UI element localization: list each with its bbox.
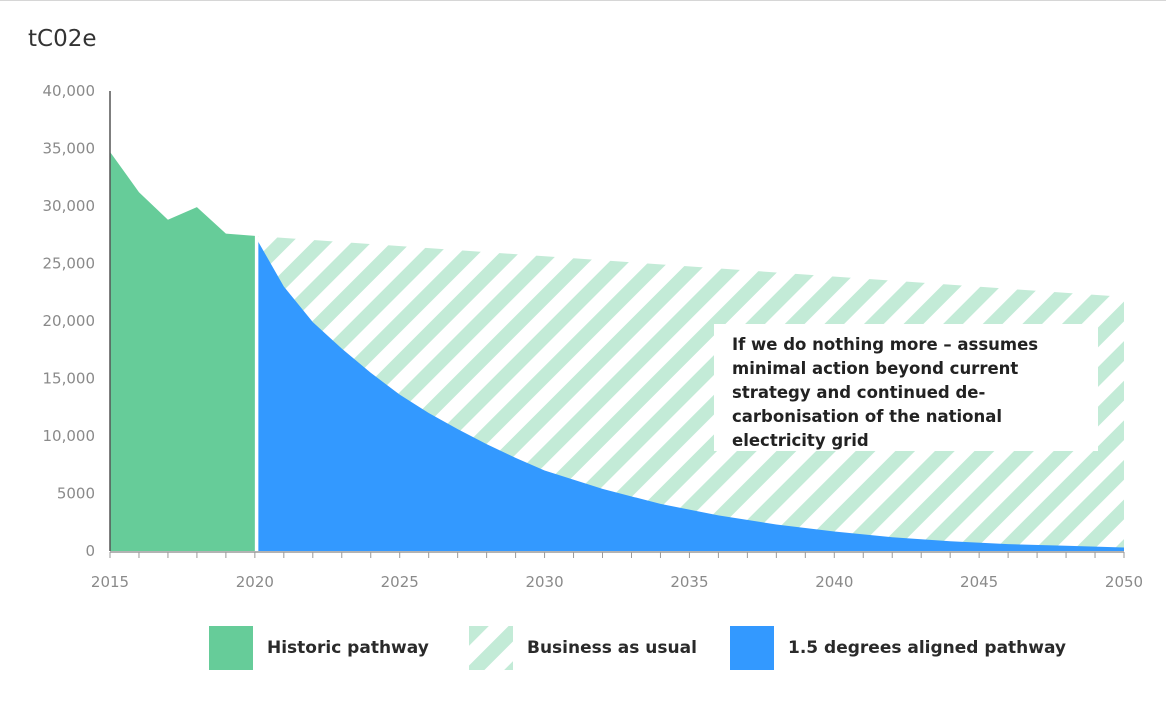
area-historic-pathway	[110, 151, 255, 551]
legend-item-aligned-pathway: 1.5 degrees aligned pathway	[730, 626, 1066, 670]
legend-item-business-as-usual: Business as usual	[469, 626, 697, 670]
bau-annotation: If we do nothing more – assumes minimal …	[714, 324, 1098, 451]
y-tick-label: 30,000	[43, 197, 96, 215]
top-divider	[0, 0, 1166, 1]
y-tick-label: 40,000	[43, 82, 96, 100]
x-tick-label: 2030	[525, 573, 563, 591]
x-tick-label: 2050	[1105, 573, 1143, 591]
x-tick-label: 2045	[960, 573, 998, 591]
emissions-chart: 0 5000 10,000 15,000 20,000 25,000 30,000 35,00…	[43, 82, 1144, 591]
area-aligned-pathway	[254, 235, 1124, 551]
y-tick-label: 25,000	[43, 255, 96, 273]
legend-swatch-business-as-usual	[469, 626, 513, 670]
legend-label-business-as-usual: Business as usual	[527, 638, 697, 658]
x-tick-label: 2035	[670, 573, 708, 591]
y-tick-label: 0	[85, 542, 95, 560]
legend: Historic pathway Business as usual 1.5 d…	[0, 626, 1166, 670]
y-tick-label: 5000	[57, 485, 95, 503]
legend-swatch-aligned-pathway	[730, 626, 774, 670]
legend-swatch-historic	[209, 626, 253, 670]
x-tick-label: 2040	[815, 573, 853, 591]
y-tick-label: 15,000	[43, 370, 96, 388]
x-tick-label: 2015	[91, 573, 129, 591]
legend-item-historic: Historic pathway	[209, 626, 429, 670]
y-tick-label: 35,000	[43, 140, 96, 158]
y-tick-label: 20,000	[43, 312, 96, 330]
x-tick-label: 2020	[236, 573, 274, 591]
legend-label-historic: Historic pathway	[267, 638, 429, 658]
legend-label-aligned-pathway: 1.5 degrees aligned pathway	[788, 638, 1067, 658]
y-axis-label: tC02e	[28, 26, 97, 52]
y-tick-label: 10,000	[43, 427, 96, 445]
x-tick-label: 2025	[381, 573, 419, 591]
